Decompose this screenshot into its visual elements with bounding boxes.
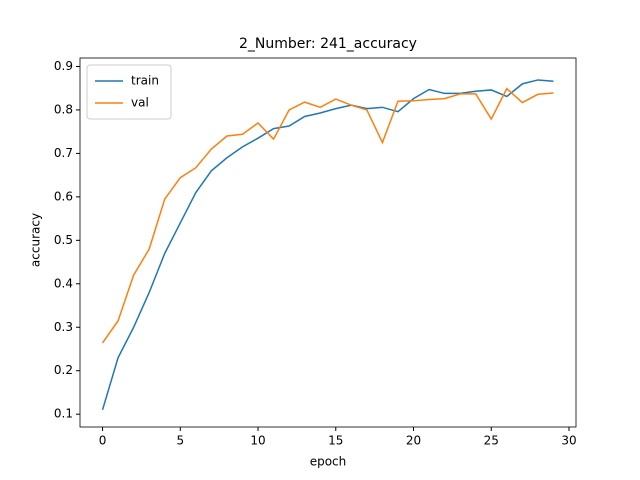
y-tick-label: 0.8: [54, 102, 73, 116]
y-tick-label: 0.3: [54, 320, 73, 334]
y-tick-label: 0.1: [54, 407, 73, 421]
legend-box: [86, 64, 172, 120]
y-tick-label: 0.4: [54, 276, 73, 290]
x-tick-label: 25: [484, 434, 499, 448]
y-tick-label: 0.9: [54, 59, 73, 73]
y-tick-label: 0.6: [54, 189, 73, 203]
plot-frame: [79, 57, 577, 428]
x-tick-label: 5: [176, 434, 184, 448]
y-tick-label: 0.7: [54, 146, 73, 160]
x-tick-label: 10: [250, 434, 265, 448]
chart-title: 2_Number: 241_accuracy: [239, 36, 417, 52]
series-line: [101, 79, 554, 411]
y-tick-label: 0.5: [54, 233, 73, 247]
x-axis-label: epoch: [310, 455, 347, 469]
x-tick-label: 20: [406, 434, 421, 448]
x-tick-label: 15: [328, 434, 343, 448]
legend-label: val: [131, 96, 149, 110]
series-line: [101, 87, 554, 344]
x-tick-label: 30: [561, 434, 576, 448]
y-tick-label: 0.2: [54, 363, 73, 377]
y-axis-label: accuracy: [29, 213, 43, 267]
x-tick-label: 0: [99, 434, 107, 448]
legend-label: train: [131, 74, 159, 88]
